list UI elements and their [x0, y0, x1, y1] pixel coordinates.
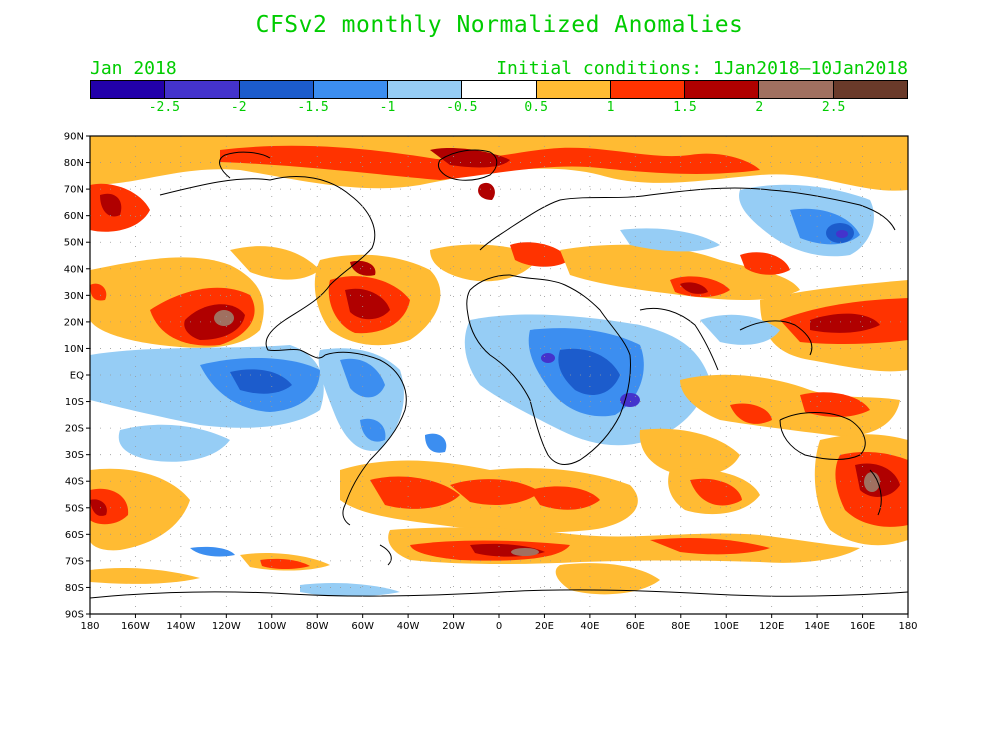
- legend-tick-label: 2.5: [821, 100, 846, 115]
- legend-swatch: [833, 81, 907, 98]
- lat-label: 80N: [64, 158, 84, 169]
- color-legend-bar: [90, 80, 908, 99]
- lon-label: 140W: [166, 621, 195, 632]
- lat-label: 70N: [64, 185, 84, 196]
- lat-label: 60N: [64, 211, 84, 222]
- legend-swatch: [313, 81, 389, 98]
- legend-swatch: [388, 81, 463, 98]
- lat-label: 40S: [65, 477, 84, 488]
- lat-label: 50N: [64, 238, 84, 249]
- lon-label: 40W: [397, 621, 420, 632]
- lon-label: 160E: [850, 621, 875, 632]
- lon-label: 60E: [626, 621, 645, 632]
- legend-swatch: [462, 81, 537, 98]
- lon-label: 20W: [442, 621, 465, 632]
- lat-label: 30S: [65, 450, 84, 461]
- lon-label: 0: [496, 621, 502, 632]
- map-title: CFSv2 monthly Normalized Anomalies: [255, 12, 744, 38]
- forecast-month: Jan 2018: [90, 58, 177, 79]
- legend-swatch: [685, 81, 760, 98]
- legend-swatch: [239, 81, 314, 98]
- anomaly-fields: [90, 136, 908, 597]
- legend-tick-label: 0.5: [524, 100, 548, 115]
- legend-tick-label: 1: [606, 100, 615, 115]
- latitude-axis: 90N 80N 70N 60N 50N 40N 30N 20N 10N EQ 10S 20S 30S 40…: [64, 132, 90, 621]
- legend-swatch: [610, 81, 686, 98]
- lon-label: 180: [898, 621, 917, 632]
- legend-tick-label: 1.5: [673, 100, 697, 115]
- lat-label: 10N: [64, 344, 84, 355]
- legend-swatch: [165, 81, 240, 98]
- initial-conditions: Initial conditions: 1Jan2018—10Jan2018: [496, 58, 908, 79]
- lat-label: 60S: [65, 530, 84, 541]
- legend-tick-label: -2.5: [148, 100, 181, 115]
- legend-tick-label: -1: [379, 100, 396, 115]
- legend-tick-label: 2: [755, 100, 764, 115]
- legend-tick-label: -2: [230, 100, 247, 115]
- lat-label: 30N: [64, 291, 84, 302]
- lat-label: 10S: [65, 397, 84, 408]
- lon-label: 80E: [671, 621, 690, 632]
- lat-label: 50S: [65, 503, 84, 514]
- legend-swatch: [759, 81, 834, 98]
- lon-label: 180: [80, 621, 99, 632]
- lat-label: 90N: [64, 132, 84, 143]
- lat-label: 40N: [64, 264, 84, 275]
- lat-label: EQ: [70, 371, 84, 382]
- lon-label: 60W: [351, 621, 374, 632]
- legend-swatch: [91, 81, 166, 98]
- lat-label: 90S: [65, 610, 84, 621]
- legend-swatch: [536, 81, 611, 98]
- lon-label: 80W: [306, 621, 329, 632]
- lon-label: 20E: [535, 621, 554, 632]
- lon-label: 160W: [121, 621, 150, 632]
- lon-label: 120W: [212, 621, 241, 632]
- color-legend-labels: -2.5 -2 -1.5 -1 -0.5 0.5 1 1.5 2 2.5: [90, 100, 908, 118]
- lon-label: 40E: [580, 621, 599, 632]
- lon-label: 120E: [759, 621, 784, 632]
- legend-tick-label: -0.5: [446, 100, 478, 115]
- lat-label: 20S: [65, 424, 84, 435]
- legend-tick-label: -1.5: [297, 100, 329, 115]
- lon-label: 100E: [714, 621, 739, 632]
- lat-label: 20N: [64, 317, 84, 328]
- lat-label: 80S: [65, 583, 84, 594]
- lon-label: 140E: [804, 621, 829, 632]
- lon-label: 100W: [257, 621, 286, 632]
- longitude-axis: 180 160W 140W 120W 100W 80W 60W 40W 20W 0 20E 40E 60…: [80, 614, 918, 632]
- lat-label: 70S: [65, 556, 84, 567]
